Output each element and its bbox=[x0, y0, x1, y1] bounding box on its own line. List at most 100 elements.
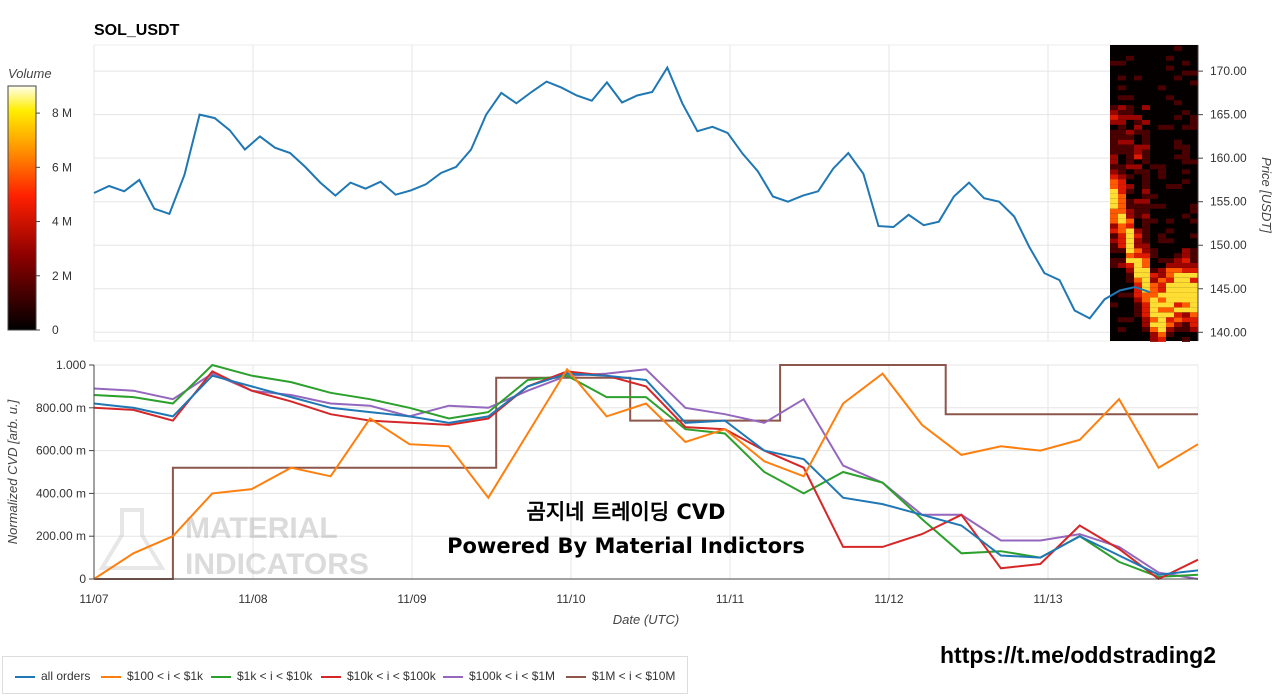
heatmap-cell bbox=[1150, 267, 1158, 273]
heatmap-cell bbox=[1118, 243, 1126, 249]
colorbar-title: Volume bbox=[8, 66, 52, 81]
heatmap-cell bbox=[1166, 55, 1174, 61]
heatmap-cell bbox=[1190, 253, 1198, 259]
heatmap-cell bbox=[1118, 85, 1126, 91]
heatmap-cell bbox=[1158, 174, 1166, 180]
price-y-ticks: 140.00 145.00 150.00 155.00 160.00 165.00 170.… bbox=[1197, 45, 1247, 341]
price-tick-label: 170.00 bbox=[1210, 64, 1247, 78]
heatmap-cell bbox=[1118, 179, 1126, 185]
legend-item[interactable]: $1k < i < $10k bbox=[211, 669, 312, 683]
heatmap-cell bbox=[1110, 174, 1118, 180]
heatmap-cell bbox=[1142, 292, 1150, 298]
heatmap-cell bbox=[1174, 154, 1182, 160]
flask-icon bbox=[98, 508, 166, 570]
heatmap-cell bbox=[1182, 287, 1190, 293]
heatmap-cell bbox=[1190, 327, 1198, 333]
heatmap-cell bbox=[1150, 327, 1158, 333]
heatmap-cell bbox=[1118, 317, 1126, 323]
heatmap-cell bbox=[1182, 248, 1190, 254]
heatmap-cell bbox=[1134, 307, 1142, 313]
heatmap-cell bbox=[1150, 322, 1158, 328]
heatmap-cell bbox=[1150, 292, 1158, 298]
chart-title: SOL_USDT bbox=[94, 22, 180, 39]
x-axis-label: Date (UTC) bbox=[613, 612, 679, 627]
heatmap-cell bbox=[1142, 174, 1150, 180]
legend-item[interactable]: $10k < i < $100k bbox=[321, 669, 436, 683]
heatmap-cell bbox=[1190, 272, 1198, 278]
heatmap-cell bbox=[1134, 312, 1142, 318]
heatmap-cell bbox=[1110, 139, 1118, 145]
heatmap-cell bbox=[1126, 258, 1134, 263]
cvd-line-b1k-10k bbox=[93, 363, 1199, 578]
legend-swatch bbox=[211, 675, 231, 678]
heatmap-cell bbox=[1134, 164, 1142, 170]
heatmap-cell bbox=[1174, 287, 1182, 293]
heatmap-cell bbox=[1190, 119, 1198, 125]
heatmap-cell bbox=[1134, 238, 1142, 244]
heatmap-cell bbox=[1182, 292, 1190, 298]
heatmap-cell bbox=[1126, 228, 1134, 234]
heatmap-cell bbox=[1182, 272, 1190, 278]
heatmap-cell bbox=[1118, 164, 1126, 170]
heatmap-cell bbox=[1126, 149, 1134, 155]
heatmap-cell bbox=[1126, 263, 1134, 268]
heatmap-cell bbox=[1110, 164, 1118, 170]
heatmap-cell bbox=[1110, 129, 1118, 135]
heatmap-cell bbox=[1166, 287, 1174, 293]
heatmap-cell bbox=[1134, 277, 1142, 283]
heatmap-cell bbox=[1126, 105, 1134, 111]
heatmap-cell bbox=[1134, 169, 1142, 175]
heatmap-cell bbox=[1182, 154, 1190, 160]
heatmap-cell bbox=[1158, 297, 1166, 303]
heatmap-cell bbox=[1118, 203, 1126, 209]
heatmap-cell bbox=[1118, 60, 1126, 66]
cvd-tick-label: 200.00 m bbox=[36, 529, 86, 543]
heatmap-cell bbox=[1142, 312, 1150, 318]
heatmap-cell bbox=[1182, 267, 1190, 273]
heatmap-cell bbox=[1142, 119, 1150, 125]
legend-label: $1k < i < $10k bbox=[237, 669, 313, 683]
heatmap-cell bbox=[1166, 292, 1174, 298]
heatmap-cell bbox=[1118, 105, 1126, 111]
heatmap-cell bbox=[1150, 253, 1158, 259]
heatmap-cell bbox=[1158, 267, 1166, 273]
volume-heatmap bbox=[1110, 45, 1198, 342]
heatmap-cell bbox=[1134, 282, 1142, 288]
heatmap-cell bbox=[1190, 248, 1198, 254]
heatmap-cell bbox=[1158, 169, 1166, 175]
legend: all orders $100 < i < $1k $1k < i < $10k $1… bbox=[2, 656, 688, 694]
heatmap-cell bbox=[1174, 144, 1182, 150]
legend-label: $10k < i < $100k bbox=[347, 669, 436, 683]
heatmap-cell bbox=[1174, 312, 1182, 318]
heatmap-cell bbox=[1166, 327, 1174, 333]
heatmap-cell bbox=[1182, 144, 1190, 150]
heatmap-cell bbox=[1142, 169, 1150, 175]
legend-label: $100k < i < $1M bbox=[469, 669, 556, 683]
legend-swatch bbox=[15, 675, 35, 678]
legend-swatch bbox=[321, 675, 341, 678]
heatmap-cell bbox=[1110, 134, 1118, 140]
heatmap-cell bbox=[1150, 218, 1158, 224]
heatmap-cell bbox=[1134, 124, 1142, 130]
heatmap-cell bbox=[1166, 322, 1174, 328]
legend-item[interactable]: $100k < i < $1M bbox=[443, 669, 555, 683]
heatmap-cell bbox=[1142, 134, 1150, 140]
heatmap-cell bbox=[1126, 95, 1134, 101]
heatmap-cell bbox=[1150, 277, 1158, 283]
heatmap-cell bbox=[1118, 129, 1126, 135]
heatmap-cell bbox=[1142, 223, 1150, 229]
heatmap-cell bbox=[1110, 179, 1118, 185]
telegram-link[interactable]: https://t.me/oddstrading2 bbox=[940, 642, 1216, 668]
heatmap-cell bbox=[1110, 144, 1118, 150]
heatmap-cell bbox=[1166, 184, 1174, 189]
heatmap-cell bbox=[1190, 159, 1198, 165]
legend-item[interactable]: $1M < i < $10M bbox=[566, 669, 675, 683]
legend-item[interactable]: $100 < i < $1k bbox=[101, 669, 203, 683]
watermark-logo-line2: INDICATORS bbox=[185, 548, 369, 581]
legend-item[interactable]: all orders bbox=[15, 669, 90, 683]
x-tick-label: 11/09 bbox=[397, 592, 426, 606]
heatmap-cell bbox=[1142, 317, 1150, 323]
heatmap-cell bbox=[1166, 307, 1174, 313]
heatmap-cell bbox=[1126, 115, 1134, 120]
heatmap-cell bbox=[1142, 263, 1150, 268]
